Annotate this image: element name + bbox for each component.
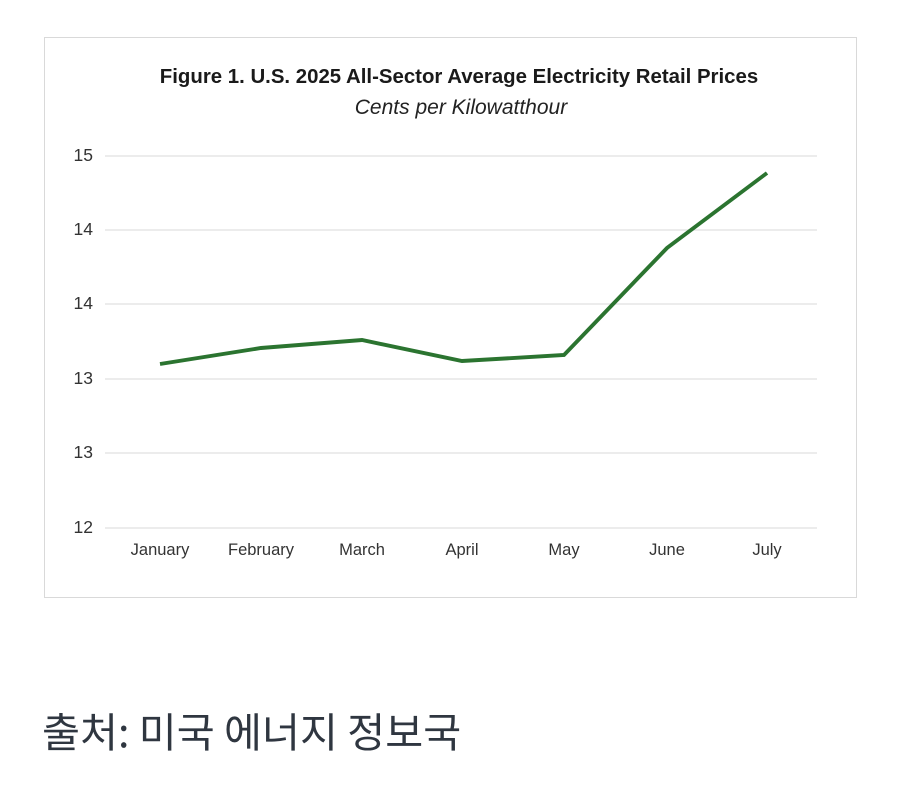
svg-text:January: January	[131, 541, 190, 559]
svg-text:June: June	[649, 541, 685, 559]
svg-text:12: 12	[74, 517, 93, 537]
svg-text:February: February	[228, 541, 295, 559]
svg-text:March: March	[339, 541, 385, 559]
svg-text:13: 13	[74, 368, 93, 388]
svg-text:Figure 1. U.S. 2025 All-Sector: Figure 1. U.S. 2025 All-Sector Average E…	[160, 66, 758, 88]
svg-text:July: July	[752, 541, 782, 559]
svg-text:14: 14	[74, 219, 94, 239]
svg-text:Cents per Kilowatthour: Cents per Kilowatthour	[355, 96, 568, 119]
svg-text:13: 13	[74, 442, 93, 462]
svg-text:May: May	[548, 541, 580, 559]
svg-text:April: April	[445, 541, 478, 559]
svg-text:15: 15	[74, 145, 93, 165]
svg-text:14: 14	[74, 293, 94, 313]
